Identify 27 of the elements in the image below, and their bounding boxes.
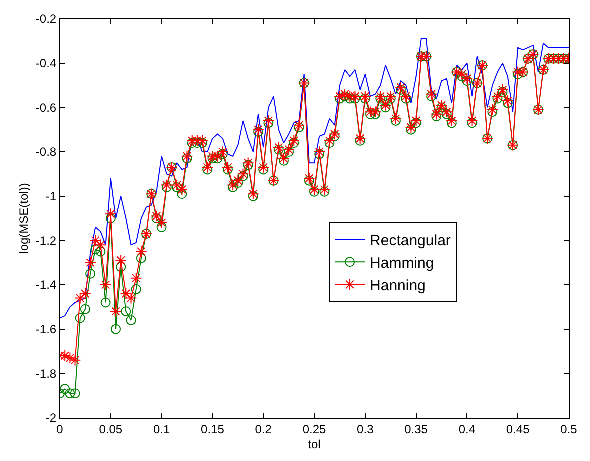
x-tick-label: 0.5 <box>560 422 578 436</box>
x-tick-label: 0.35 <box>404 422 428 436</box>
y-tick-label: -1.6 <box>36 322 57 337</box>
line-series <box>60 38 569 319</box>
y-tick-label: -1.2 <box>36 234 57 248</box>
y-tick-label: -1 <box>46 190 57 204</box>
legend-label: Hanning <box>370 277 426 294</box>
legend-label: Rectangular <box>370 232 451 250</box>
x-tick-label: 0.05 <box>99 422 123 436</box>
x-tick-label: 0.25 <box>302 422 326 436</box>
x-tick-label: 0.2 <box>255 422 272 436</box>
x-tick-label: 0.1 <box>153 422 170 436</box>
x-tick-label: 0.15 <box>201 422 225 436</box>
x-tick-label: 0.3 <box>357 422 374 436</box>
y-tick-label: -0.4 <box>36 56 57 71</box>
y-tick-label: -1.8 <box>36 366 57 381</box>
x-tick-label: 0.45 <box>506 422 530 436</box>
legend-label: Hamming <box>370 254 434 272</box>
y-tick-label: -0.8 <box>36 145 57 160</box>
x-axis-title: tol <box>308 437 321 452</box>
y-axis-title: log(MSE(tol)) <box>17 183 32 254</box>
x-tick-label: 0 <box>56 422 64 436</box>
x-tick-label: 0.4 <box>458 422 476 436</box>
y-tick-label: -1.4 <box>36 278 57 292</box>
y-tick-label: -2 <box>46 411 57 426</box>
y-tick-label: -0.2 <box>36 12 57 26</box>
y-tick-label: -0.6 <box>36 100 57 115</box>
